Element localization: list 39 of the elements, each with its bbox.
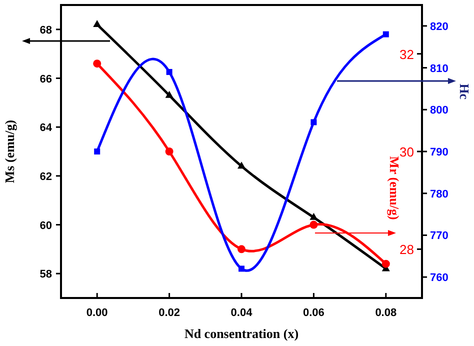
point (238, 245, 246, 254)
y3-tick-label: 28 (400, 242, 414, 258)
y3-tick-label: 32 (400, 46, 414, 62)
point (310, 119, 317, 126)
y3-axis-title: Mr (emu/g) (387, 156, 402, 220)
x-axis-title: Nd consentration (x) (184, 326, 299, 341)
point (165, 148, 174, 156)
point (238, 162, 246, 169)
point (310, 212, 318, 220)
point (238, 266, 244, 272)
y-tick-label: 66 (40, 73, 52, 86)
point (310, 220, 318, 229)
point (93, 60, 102, 68)
point (166, 68, 172, 75)
y2-tick-label: 790 (430, 146, 448, 158)
y2-tick-label: 780 (430, 188, 448, 200)
y3-tick-label: 30 (400, 144, 414, 160)
y2-tick-label: 770 (430, 230, 448, 242)
y2-tick-label: 810 (430, 62, 448, 75)
y-tick-label: 58 (40, 268, 52, 281)
point (382, 31, 389, 38)
y2-tick-label: 760 (430, 272, 448, 284)
x-tick-label: 0.00 (86, 307, 108, 319)
y-tick-label: 62 (40, 170, 52, 183)
y-tick-label: 60 (40, 220, 52, 232)
y-axis-title: Ms (emu/g) (2, 120, 17, 184)
y-tick-label: 64 (40, 122, 53, 134)
x-tick-label: 0.02 (158, 307, 180, 319)
y2-tick-label: 800 (430, 104, 448, 117)
x-tick-label: 0.08 (375, 307, 397, 319)
x-tick-label: 0.06 (302, 307, 324, 319)
y-tick-label: 68 (40, 24, 52, 36)
point (94, 148, 100, 154)
x-tick-label: 0.04 (230, 307, 254, 319)
y2-axis-title: Hc (457, 84, 472, 100)
y2-tick-label: 820 (430, 20, 448, 33)
point (382, 260, 390, 268)
point (93, 20, 102, 28)
point (165, 90, 174, 98)
